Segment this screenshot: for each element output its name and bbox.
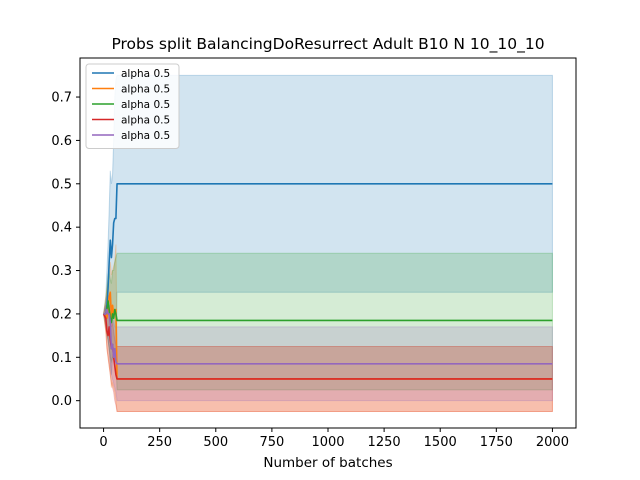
legend-label: alpha 0.5 bbox=[121, 83, 170, 95]
y-tick-label: 0.4 bbox=[51, 221, 72, 236]
x-tick-label: 750 bbox=[259, 435, 284, 450]
y-tick-label: 0.3 bbox=[51, 264, 72, 279]
x-tick-label: 1500 bbox=[424, 435, 457, 450]
x-tick-label: 1000 bbox=[311, 435, 344, 450]
chart-title: Probs split BalancingDoResurrect Adult B… bbox=[111, 35, 544, 54]
x-axis: 0 250 500 750 1000 1250 1500 1750 2000 bbox=[99, 428, 569, 450]
x-axis-label: Number of batches bbox=[263, 455, 392, 471]
x-tick-label: 0 bbox=[99, 435, 107, 450]
plot-area bbox=[102, 74, 553, 413]
x-tick-label: 1250 bbox=[368, 435, 401, 450]
y-axis: 0.0 0.1 0.2 0.3 0.4 0.5 0.6 0.7 bbox=[51, 91, 80, 409]
x-tick-label: 2000 bbox=[536, 435, 569, 450]
x-tick-label: 250 bbox=[147, 435, 172, 450]
series-5-line bbox=[103, 308, 553, 365]
legend-label: alpha 0.5 bbox=[121, 68, 170, 80]
y-tick-label: 0.7 bbox=[51, 91, 72, 106]
y-tick-label: 0.0 bbox=[51, 394, 72, 409]
y-tick-label: 0.1 bbox=[51, 351, 72, 366]
legend-label: alpha 0.5 bbox=[121, 130, 170, 142]
y-tick-label: 0.2 bbox=[51, 307, 72, 322]
series-lines bbox=[102, 182, 553, 380]
legend-label: alpha 0.5 bbox=[121, 114, 170, 126]
y-tick-label: 0.6 bbox=[51, 134, 72, 149]
legend: alpha 0.5 alpha 0.5 alpha 0.5 alpha 0.5 alph… bbox=[85, 63, 180, 149]
y-tick-label: 0.5 bbox=[51, 177, 72, 192]
x-tick-label: 1750 bbox=[480, 435, 513, 450]
legend-box bbox=[85, 63, 180, 149]
x-tick-label: 500 bbox=[203, 435, 228, 450]
legend-label: alpha 0.5 bbox=[121, 99, 170, 111]
